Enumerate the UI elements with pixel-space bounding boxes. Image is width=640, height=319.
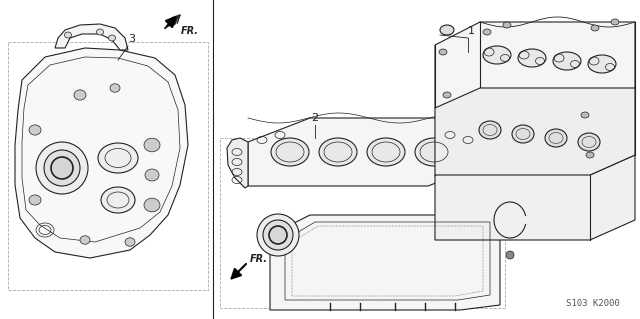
Polygon shape xyxy=(248,118,490,186)
Ellipse shape xyxy=(611,19,619,25)
Ellipse shape xyxy=(51,157,73,179)
Ellipse shape xyxy=(65,32,72,38)
Ellipse shape xyxy=(545,129,567,147)
Ellipse shape xyxy=(29,195,41,205)
Ellipse shape xyxy=(257,214,299,256)
Ellipse shape xyxy=(319,138,357,166)
Ellipse shape xyxy=(581,112,589,118)
Polygon shape xyxy=(15,48,188,258)
Polygon shape xyxy=(435,88,635,175)
Ellipse shape xyxy=(269,226,287,244)
Polygon shape xyxy=(435,155,635,240)
Ellipse shape xyxy=(101,187,135,213)
Ellipse shape xyxy=(145,169,159,181)
Ellipse shape xyxy=(440,25,454,35)
Text: 3: 3 xyxy=(128,34,135,44)
Polygon shape xyxy=(270,215,500,310)
Ellipse shape xyxy=(483,46,511,64)
Polygon shape xyxy=(227,138,248,188)
Ellipse shape xyxy=(518,49,546,67)
Ellipse shape xyxy=(80,236,90,244)
Ellipse shape xyxy=(553,52,581,70)
Polygon shape xyxy=(590,88,635,175)
Text: FR.: FR. xyxy=(250,254,268,264)
Ellipse shape xyxy=(97,29,104,35)
Ellipse shape xyxy=(578,133,600,151)
Polygon shape xyxy=(55,24,128,50)
Ellipse shape xyxy=(415,138,453,166)
Ellipse shape xyxy=(109,35,115,41)
Ellipse shape xyxy=(271,138,309,166)
Ellipse shape xyxy=(591,25,599,31)
Ellipse shape xyxy=(29,125,41,135)
Text: 2: 2 xyxy=(312,113,319,123)
Ellipse shape xyxy=(263,220,293,250)
Ellipse shape xyxy=(36,142,88,194)
Polygon shape xyxy=(435,22,635,108)
Ellipse shape xyxy=(44,150,80,186)
Ellipse shape xyxy=(479,121,501,139)
Ellipse shape xyxy=(503,22,511,28)
Ellipse shape xyxy=(98,143,138,173)
Text: S103 K2000: S103 K2000 xyxy=(566,299,620,308)
Ellipse shape xyxy=(74,90,86,100)
Ellipse shape xyxy=(512,125,534,143)
Ellipse shape xyxy=(367,138,405,166)
Ellipse shape xyxy=(110,84,120,92)
Ellipse shape xyxy=(439,49,447,55)
Ellipse shape xyxy=(443,92,451,98)
Bar xyxy=(8,42,208,290)
Ellipse shape xyxy=(144,138,160,152)
Ellipse shape xyxy=(483,29,491,35)
Ellipse shape xyxy=(506,251,514,259)
Ellipse shape xyxy=(588,55,616,73)
Text: 1: 1 xyxy=(468,26,475,36)
Ellipse shape xyxy=(144,198,160,212)
Ellipse shape xyxy=(125,238,135,246)
Ellipse shape xyxy=(586,152,594,158)
Text: FR.: FR. xyxy=(181,26,199,36)
Bar xyxy=(220,138,505,308)
